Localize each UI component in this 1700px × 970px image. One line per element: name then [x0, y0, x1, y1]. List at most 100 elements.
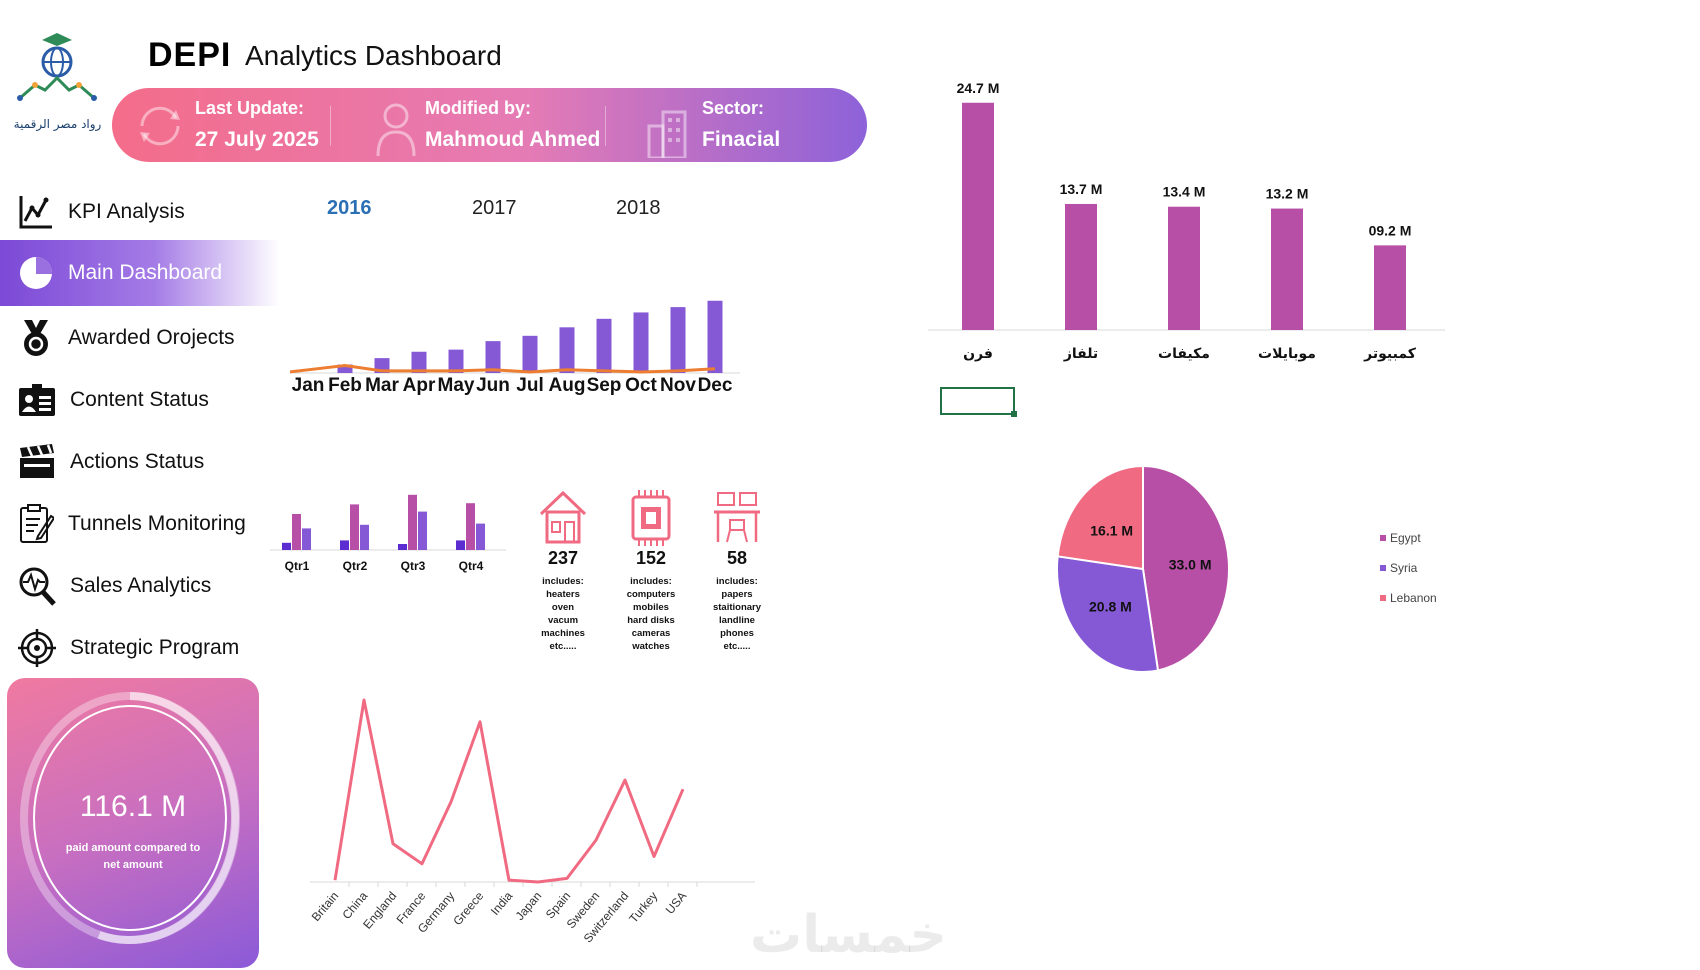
month-label: Jan	[292, 375, 325, 396]
country-label: Japan	[513, 889, 545, 923]
bar-jun	[485, 341, 501, 373]
nav-kpi-analysis[interactable]: KPI Analysis	[0, 182, 280, 242]
desk-icon	[714, 492, 760, 543]
category-line: etc.....	[723, 641, 751, 652]
data-label: 13.2 M	[1266, 186, 1309, 202]
selected-cell[interactable]	[940, 387, 1017, 417]
legend-swatch	[1380, 565, 1386, 571]
quarter-label: Qtr4	[459, 559, 484, 573]
bar-product	[1065, 203, 1097, 330]
category-line: includes:	[542, 576, 584, 587]
quarter-label: Qtr1	[285, 559, 310, 573]
legend-label: Egypt	[1390, 531, 1421, 545]
month-label: Jul	[516, 375, 543, 396]
bar-apr	[411, 351, 427, 373]
category-block-electronics: 152 includes: computers mobiles hard dis…	[616, 490, 686, 653]
category-line: phones	[720, 628, 754, 639]
logo-caption: رواد مصر الرقمية	[13, 117, 102, 131]
bar-feb	[337, 364, 353, 373]
month-label: Jun	[476, 375, 510, 396]
bar-qtr1-s3	[302, 528, 311, 550]
legend-item: Syria	[1380, 553, 1437, 583]
nav-tunnels-monitoring[interactable]: Tunnels Monitoring	[0, 494, 280, 554]
nav-label: Sales Analytics	[70, 574, 212, 597]
category-label: كمبيوتر	[1363, 346, 1417, 362]
house-icon	[539, 490, 587, 544]
building-icon	[647, 110, 687, 158]
month-label: Sep	[587, 375, 622, 396]
bar-oct	[633, 312, 649, 373]
year-tab-2016[interactable]: 2016	[327, 197, 372, 219]
slice-label: 33.0 M	[1169, 556, 1212, 572]
data-label: 09.2 M	[1369, 222, 1412, 238]
nav-label: Content Status	[70, 388, 209, 411]
bar-qtr4-s3	[476, 523, 485, 550]
user-icon	[376, 103, 416, 156]
category-line: mobiles	[633, 602, 669, 613]
last-update-value: 27 July 2025	[195, 128, 319, 151]
monthly-chart: Jan Feb Mar Apr May Jun Jul Aug Sep Oct Nov Dec	[290, 300, 740, 396]
slice-lebanon	[1056, 464, 1144, 571]
category-line: heaters	[546, 589, 580, 600]
magnifier-pulse-icon	[19, 567, 56, 606]
info-bar: Last Update: 27 July 2025 Modified by: M…	[112, 88, 867, 162]
legend-item: Lebanon	[1380, 583, 1437, 613]
kpi-value: 116.1 M	[79, 790, 187, 823]
data-label: 13.7 M	[1060, 181, 1103, 197]
watermark: خمسات	[750, 905, 948, 965]
category-line: landline	[719, 615, 755, 626]
category-block-home: 237 includes: heaters oven vacum machine…	[530, 490, 596, 653]
nav-content-status[interactable]: Content Status	[0, 370, 280, 430]
category-line: cameras	[631, 628, 671, 639]
bar-sep	[596, 318, 612, 373]
category-label: تلفاز	[1063, 346, 1098, 362]
category-line: includes:	[716, 576, 758, 587]
series-line	[333, 698, 685, 884]
bar-product	[1271, 208, 1303, 330]
month-label: Nov	[660, 375, 696, 396]
bar-qtr2-s1	[340, 540, 349, 550]
last-update-label: Last Update:	[195, 98, 305, 118]
bar-product	[962, 102, 994, 330]
kpi-caption-2: net amount	[103, 859, 163, 871]
modified-label: Modified by:	[425, 98, 531, 118]
brand-name: DEPI	[148, 36, 232, 74]
bar-qtr2-s2	[350, 504, 359, 550]
kpi-ring	[20, 692, 240, 944]
data-label: 24.7 M	[957, 80, 1000, 96]
nav-awarded-projects[interactable]: Awarded Orojects	[0, 308, 280, 368]
nav-sales-analytics[interactable]: Sales Analytics	[0, 556, 280, 616]
bar-product	[1168, 206, 1200, 330]
quarter-chart: Qtr1 Qtr2 Qtr3 Qtr4	[270, 494, 506, 573]
bar-qtr3-s1	[398, 544, 407, 550]
nav-main-dashboard[interactable]: Main Dashboard	[0, 240, 280, 306]
category-count: 58	[726, 548, 748, 568]
chip-icon	[631, 490, 671, 546]
category-line: papers	[721, 589, 753, 600]
month-label: Mar	[365, 375, 399, 396]
nav-strategic-program[interactable]: Strategic Program	[0, 618, 280, 678]
nav-actions-status[interactable]: Actions Status	[0, 432, 280, 492]
month-label: Apr	[403, 375, 436, 396]
category-label: مكيفات	[1158, 346, 1210, 362]
id-card-icon	[19, 384, 55, 416]
refresh-icon	[140, 106, 180, 146]
year-tab-2018[interactable]: 2018	[616, 197, 661, 219]
divider	[605, 106, 606, 146]
kpi-card: 116.1 M paid amount compared to net amou…	[7, 678, 259, 968]
kpi-caption-1: paid amount compared to	[65, 842, 201, 854]
month-label: Feb	[328, 375, 362, 396]
month-label: Aug	[549, 375, 586, 396]
month-label: May	[438, 375, 475, 396]
slice-label: 16.1 M	[1090, 522, 1133, 538]
series-line	[290, 364, 716, 374]
nav-label: KPI Analysis	[68, 200, 185, 223]
category-block-office: 58 includes: papers staitionary landline…	[704, 490, 770, 653]
bar-qtr1-s2	[292, 514, 301, 550]
line-chart-icon	[19, 196, 52, 229]
logo: رواد مصر الرقمية	[10, 30, 105, 131]
year-tab-2017[interactable]: 2017	[472, 197, 517, 219]
legend-swatch	[1380, 535, 1386, 541]
slice-syria	[1056, 555, 1160, 673]
